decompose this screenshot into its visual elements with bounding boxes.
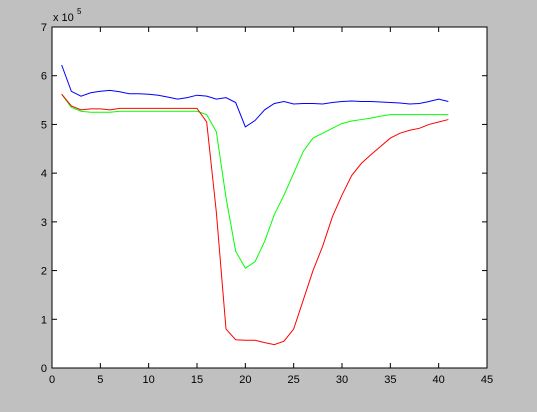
x-tick-label: 30 bbox=[336, 374, 348, 386]
y-tick-label: 2 bbox=[41, 266, 47, 278]
y-tick-label: 1 bbox=[41, 314, 47, 326]
y-tick-label: 0 bbox=[41, 363, 47, 375]
y-tick-label: 4 bbox=[41, 168, 47, 180]
y-tick-label: 3 bbox=[41, 217, 47, 229]
x-tick-label: 0 bbox=[49, 374, 55, 386]
x-tick-label: 20 bbox=[239, 374, 251, 386]
y-multiplier: x 10 bbox=[53, 12, 74, 24]
x-tick-label: 10 bbox=[143, 374, 155, 386]
x-tick-label: 40 bbox=[433, 374, 445, 386]
y-tick-label: 7 bbox=[41, 22, 47, 34]
x-tick-label: 45 bbox=[481, 374, 493, 386]
plot-area bbox=[51, 26, 488, 369]
y-tick-label: 5 bbox=[41, 119, 47, 131]
x-tick-label: 5 bbox=[97, 374, 103, 386]
line-series bbox=[61, 93, 449, 269]
x-tick-label: 15 bbox=[191, 374, 203, 386]
line-series bbox=[61, 64, 449, 128]
y-tick-label: 6 bbox=[41, 71, 47, 83]
y-multiplier-exponent: 5 bbox=[77, 7, 82, 16]
x-tick-label: 25 bbox=[288, 374, 300, 386]
line-series bbox=[61, 93, 449, 346]
x-tick-label: 35 bbox=[384, 374, 396, 386]
